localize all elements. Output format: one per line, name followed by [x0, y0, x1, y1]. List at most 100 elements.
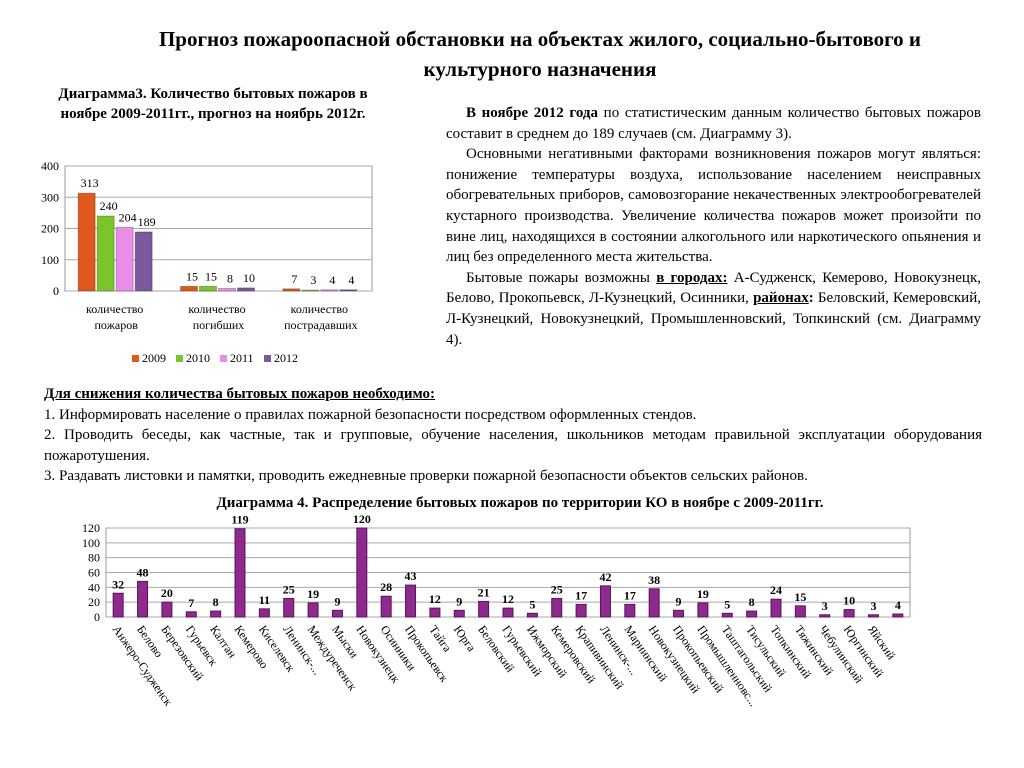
bar	[575, 603, 587, 618]
bar	[429, 607, 441, 618]
value-label: 204	[119, 210, 137, 224]
value-label: 4	[329, 273, 335, 287]
heading: Для снижения количества бытовых пожаров …	[44, 386, 436, 402]
value-label: 19	[697, 587, 709, 601]
bar	[867, 614, 879, 618]
x-tick-label: Юрга	[451, 623, 479, 655]
legend-label: 2011	[230, 351, 254, 365]
bar	[380, 595, 392, 618]
bar	[282, 288, 301, 292]
bar	[478, 600, 490, 618]
value-label: 189	[138, 215, 156, 229]
value-label: 25	[283, 582, 295, 596]
forecast-text: В ноябре 2012 года по статистическим дан…	[446, 103, 981, 350]
bar	[258, 608, 270, 618]
value-label: 119	[231, 513, 248, 527]
value-label: 15	[186, 269, 198, 283]
bar	[356, 527, 368, 618]
bar	[624, 603, 636, 618]
value-label: 15	[794, 590, 806, 604]
legend-swatch	[220, 355, 227, 362]
bar	[320, 289, 339, 292]
measures: Для снижения количества бытовых пожаров …	[44, 384, 982, 487]
value-label: 17	[624, 588, 636, 602]
value-label: 3	[822, 599, 828, 613]
bar	[502, 607, 514, 618]
bold-text: В ноябре 2012 года	[466, 105, 599, 121]
bar	[180, 285, 198, 292]
value-label: 5	[529, 597, 535, 611]
value-label: 313	[81, 176, 99, 190]
value-label: 48	[137, 565, 149, 579]
value-label: 7	[291, 272, 297, 286]
legend-swatch	[176, 355, 183, 362]
bar	[551, 597, 563, 618]
bar	[307, 602, 319, 618]
value-label: 120	[353, 512, 371, 526]
y-tick-label: 0	[94, 610, 100, 624]
value-label: 8	[213, 595, 219, 609]
y-tick-label: 80	[88, 551, 100, 565]
text: Беловский, Кемеровский, Л-Кузнецкий, Нов…	[446, 290, 981, 348]
bar	[648, 588, 660, 618]
paragraph: Бытовые пожары возможны в городах: А-Суд…	[446, 268, 981, 350]
y-tick-label: 100	[82, 536, 100, 550]
item: 2. Проводить беседы, как частные, так и …	[44, 427, 982, 464]
value-label: 38	[648, 573, 660, 587]
x-tick-label: количество пострадавших	[284, 302, 358, 332]
bar	[210, 610, 222, 618]
value-label: 20	[161, 586, 173, 600]
y-tick-label: 200	[41, 222, 59, 236]
y-tick-label: 120	[82, 521, 100, 535]
bar	[339, 289, 358, 292]
value-label: 5	[724, 597, 730, 611]
paragraph: В ноябре 2012 года по статистическим дан…	[446, 103, 981, 144]
value-label: 4	[348, 273, 354, 287]
y-tick-label: 0	[53, 284, 59, 298]
bar	[134, 231, 153, 292]
value-label: 4	[895, 598, 901, 612]
value-label: 3	[870, 599, 876, 613]
value-label: 11	[259, 593, 270, 607]
text: А-Судженск, Кемерово, Новокузнецк, Белов…	[446, 269, 981, 307]
value-label: 28	[380, 580, 392, 594]
bar	[199, 285, 217, 292]
x-tick-label: количество погибших	[188, 302, 248, 332]
bar	[137, 580, 149, 618]
title: Прогноз пожароопасной обстановки на объе…	[158, 27, 922, 81]
bar	[697, 602, 709, 618]
bar	[161, 601, 173, 618]
paragraph: Основными негативными факторами возникно…	[446, 146, 981, 266]
x-tick-label: количество пожаров	[86, 302, 146, 332]
item: 3. Раздавать листовки и памятки, проводи…	[44, 468, 808, 484]
bar	[115, 226, 134, 292]
legend-label: 2009	[142, 351, 166, 365]
value-label: 25	[551, 582, 563, 596]
bold-text: районах	[753, 290, 809, 307]
value-label: 10	[243, 271, 255, 285]
value-label: 9	[676, 594, 682, 608]
value-label: 10	[843, 594, 855, 608]
bar	[794, 605, 806, 618]
y-tick-label: 40	[88, 580, 100, 594]
bar	[746, 610, 758, 618]
bar	[673, 609, 685, 618]
value-label: 15	[205, 269, 217, 283]
bar	[218, 288, 236, 292]
value-label: 19	[307, 587, 319, 601]
bar	[819, 614, 831, 618]
y-tick-label: 100	[41, 253, 59, 267]
bar	[185, 611, 197, 618]
value-label: 9	[456, 594, 462, 608]
y-tick-label: 20	[88, 595, 100, 609]
item: 1. Информировать население о правилах по…	[44, 406, 697, 423]
bar	[599, 585, 611, 618]
bar	[453, 609, 465, 618]
bar	[301, 289, 320, 292]
bar	[331, 609, 343, 618]
value-label: 43	[405, 569, 417, 583]
value-label: 12	[429, 592, 441, 606]
value-label: 9	[334, 594, 340, 608]
